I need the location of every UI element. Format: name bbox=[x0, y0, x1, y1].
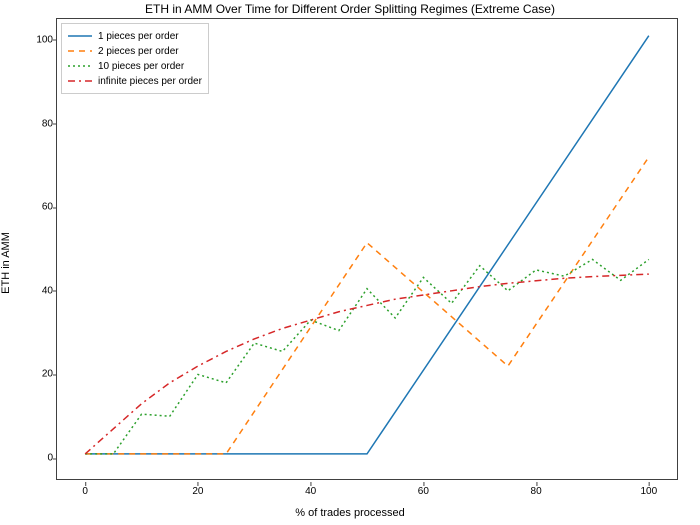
y-tick: 80 bbox=[33, 118, 53, 129]
x-tick: 20 bbox=[192, 486, 203, 497]
legend-label: infinite pieces per order bbox=[98, 76, 202, 87]
y-tick: 100 bbox=[33, 34, 53, 45]
legend-row: 10 pieces per order bbox=[68, 59, 202, 73]
legend-label: 10 pieces per order bbox=[98, 61, 184, 72]
series-line-0 bbox=[85, 36, 649, 454]
legend-swatch-2 bbox=[68, 60, 92, 72]
x-tick: 60 bbox=[418, 486, 429, 497]
x-tick: 100 bbox=[640, 486, 657, 497]
legend-swatch-0 bbox=[68, 30, 92, 42]
plot-area: 1 pieces per order 2 pieces per order 10… bbox=[56, 18, 678, 480]
legend: 1 pieces per order 2 pieces per order 10… bbox=[61, 23, 209, 94]
chart-container: ETH in AMM Over Time for Different Order… bbox=[0, 0, 700, 525]
y-tick: 60 bbox=[33, 202, 53, 213]
x-axis-label: % of trades processed bbox=[0, 507, 700, 519]
legend-row: 2 pieces per order bbox=[68, 44, 202, 58]
legend-row: infinite pieces per order bbox=[68, 74, 202, 88]
chart-title: ETH in AMM Over Time for Different Order… bbox=[0, 2, 700, 16]
legend-row: 1 pieces per order bbox=[68, 29, 202, 43]
y-axis-label: ETH in AMM bbox=[0, 232, 12, 294]
y-tick: 20 bbox=[33, 369, 53, 380]
y-tick: 0 bbox=[33, 453, 53, 464]
legend-label: 1 pieces per order bbox=[98, 31, 179, 42]
series-line-2 bbox=[85, 259, 649, 453]
legend-label: 2 pieces per order bbox=[98, 46, 179, 57]
x-tick: 80 bbox=[531, 486, 542, 497]
legend-swatch-3 bbox=[68, 75, 92, 87]
x-tick: 40 bbox=[305, 486, 316, 497]
x-tick: 0 bbox=[82, 486, 88, 497]
y-tick: 40 bbox=[33, 285, 53, 296]
series-line-3 bbox=[85, 274, 649, 454]
legend-swatch-1 bbox=[68, 45, 92, 57]
